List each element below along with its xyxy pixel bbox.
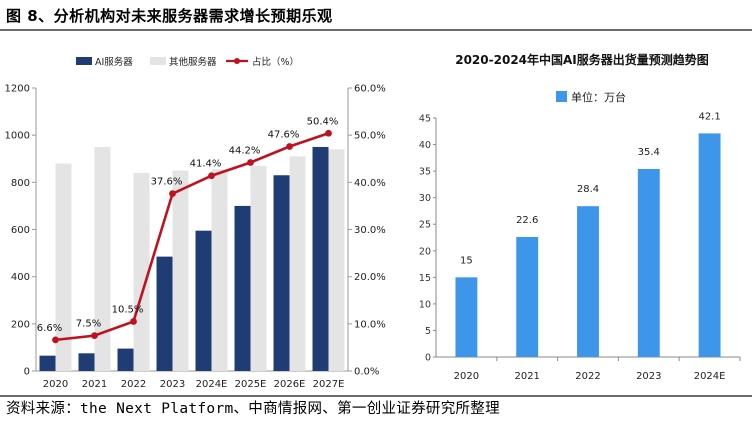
y-tick-label: 35 (419, 167, 431, 178)
y-tick-label: 15 (419, 273, 431, 284)
y2-tick-label: 60.0% (354, 84, 386, 95)
other-server-bar (250, 165, 267, 371)
y-tick-label: 1000 (5, 131, 30, 142)
y2-tick-label: 50.0% (354, 131, 386, 142)
y-tick-label: 400 (11, 272, 30, 283)
legend-ai-label: AI服务器 (95, 56, 133, 68)
legend-swatch (556, 91, 567, 102)
other-server-bar (133, 172, 150, 371)
y2-tick-label: 0.0% (354, 367, 379, 378)
y-tick-label: 800 (11, 178, 30, 189)
bar-data-label: 35.4 (638, 147, 660, 158)
ratio-point (247, 159, 254, 166)
top-rule (0, 29, 752, 31)
shipment-bar (577, 206, 599, 357)
ai-server-bar (156, 256, 173, 371)
y-tick-label: 30 (419, 193, 431, 204)
ratio-point (52, 336, 59, 344)
y2-tick-label: 40.0% (354, 178, 386, 189)
x-tick-label: 2021 (514, 371, 539, 382)
other-server-bar (172, 170, 189, 371)
legend-ratio-label: 占比（%） (252, 56, 299, 68)
legend-other-label: 其他服务器 (169, 56, 217, 68)
ai-server-bar (195, 230, 212, 371)
ratio-data-label: 41.4% (190, 159, 222, 170)
other-server-bar (211, 169, 228, 371)
x-tick-label: 2022 (575, 371, 600, 382)
y-tick-label: 45 (419, 114, 431, 125)
bar-data-label: 42.1 (698, 111, 720, 122)
ai-server-bar (39, 355, 56, 371)
ai-server-bar (78, 353, 95, 371)
ratio-point (91, 332, 98, 340)
bar-data-label: 22.6 (516, 215, 538, 226)
shipment-bar (698, 133, 721, 357)
ratio-point (169, 190, 176, 198)
ratio-line (55, 132, 329, 342)
y-tick-label: 200 (11, 319, 30, 330)
x-tick-label: 2027E (313, 379, 345, 390)
legend-label: 单位：万台 (571, 90, 626, 104)
ai-server-bar (117, 348, 134, 371)
bar-data-label: 15 (460, 255, 473, 266)
other-server-bar (289, 156, 306, 371)
server-demand-chart: 0 200 400 600 800 1000 1200 0.0% 10.0% 20.0% 30.0%… (5, 56, 386, 390)
x-tick-label: 2021 (82, 379, 107, 390)
ratio-point (130, 318, 137, 325)
ratio-data-label: 37.6% (151, 177, 183, 188)
y2-tick-label: 10.0% (354, 319, 386, 330)
x-tick-label: 2020 (43, 379, 68, 390)
ratio-point (325, 129, 332, 137)
other-server-bar (94, 146, 111, 371)
y-tick-label: 25 (419, 220, 431, 231)
chart-title: 2020-2024年中国AI服务器出货量预测趋势图 (455, 52, 709, 67)
y-tick-label: 600 (11, 225, 30, 236)
bar-data-label: 28.4 (577, 184, 599, 195)
shipment-bar (455, 277, 478, 357)
x-tick-label: 2020 (454, 371, 479, 382)
y-tick-label: 1200 (5, 84, 30, 95)
ratio-data-label: 47.6% (268, 129, 300, 140)
y-tick-label: 20 (419, 246, 431, 257)
y-tick-label: 10 (419, 299, 431, 310)
legend-ai-swatch (76, 57, 92, 65)
y-tick-label: 0 (24, 367, 30, 378)
y2-tick-label: 20.0% (354, 272, 386, 283)
ratio-point (286, 143, 293, 150)
ai-server-bar (273, 175, 290, 371)
ratio-data-label: 6.6% (37, 323, 62, 334)
x-tick-label: 2026E (274, 379, 306, 390)
shipment-bar (637, 168, 660, 357)
ratio-data-label: 7.5% (76, 319, 101, 330)
ratio-point (208, 172, 215, 180)
x-tick-label: 2025E (235, 379, 267, 390)
ai-server-bar (234, 205, 251, 371)
y-tick-label: 0 (425, 353, 431, 364)
x-tick-label: 2022 (121, 379, 146, 390)
other-server-bar (328, 149, 345, 371)
bottom-rule (0, 395, 752, 397)
x-tick-label: 2024E (196, 379, 228, 390)
y-tick-label: 40 (419, 140, 431, 151)
legend-ratio-marker (234, 58, 240, 64)
source-note: 资料来源：the Next Platform、中商情报网、第一创业证券研究所整理 (6, 401, 500, 417)
ratio-data-label: 44.2% (229, 146, 261, 157)
x-tick-label: 2023 (636, 371, 661, 382)
ratio-data-label: 10.5% (112, 304, 144, 315)
x-tick-label: 2023 (160, 379, 185, 390)
x-tick-label: 2024E (694, 371, 726, 382)
y-tick-label: 5 (425, 326, 431, 337)
legend-other-swatch (150, 57, 166, 65)
y2-tick-label: 30.0% (354, 225, 386, 236)
other-server-bar (55, 163, 72, 371)
ratio-data-label: 50.4% (307, 116, 339, 127)
figure-title: 图 8、分析机构对未来服务器需求增长预期乐观 (6, 7, 333, 25)
ai-server-bar (312, 146, 329, 371)
shipment-bar (516, 236, 539, 357)
